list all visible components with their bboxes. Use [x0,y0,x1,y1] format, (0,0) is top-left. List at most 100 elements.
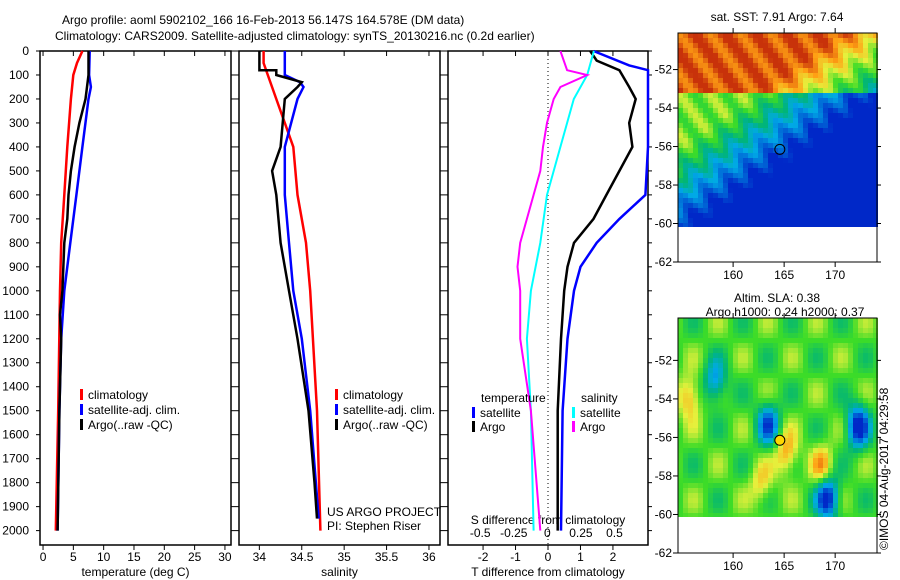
legend-label: Argo(..raw -QC) [88,418,173,432]
sla-map-title: Altim. SLA: 0.38 [734,291,820,305]
sla-map-subtitle: Argo h1000: 0.24 h2000: 0.37 [706,305,865,319]
lat-tick-label: -54 [655,101,673,115]
legend-swatch [572,407,575,418]
series-line-s-argo [516,50,591,531]
y-tick-label: 1900 [2,500,29,514]
legend-label: satellite [580,406,621,420]
x-tick-label: 10 [97,550,111,564]
lat-tick-label: -60 [655,217,673,231]
x-tick-label: 34.5 [290,550,314,564]
y-tick-label: 0 [22,44,29,58]
legend-label: Argo [580,420,606,434]
lat-tick-label: -62 [655,255,673,269]
x-tick-label: 34 [253,550,267,564]
y-tick-label: 300 [9,116,29,130]
series-line-climatology [54,50,84,531]
legend-title-salinity: salinity [581,391,618,405]
x-tick-label: 15 [127,550,141,564]
y-tick-label: 200 [9,92,29,106]
series-line-argo [258,51,319,519]
x-tick-label: 35.5 [375,550,399,564]
x-tick-label: 2 [610,550,617,564]
s-diff-axis-label: S difference from climatology [471,513,626,527]
lon-tick-label: 165 [774,268,794,282]
y-tick-label: 1600 [2,428,29,442]
legend-label: Argo [480,420,506,434]
x-tick-label: 5 [70,550,77,564]
x-tick-label: 1 [577,550,584,564]
legend-swatch [572,421,575,432]
lon-tick-label: 160 [723,268,743,282]
title-line1: Argo profile: aoml 5902102_166 16-Feb-20… [62,13,465,27]
legend-swatch [472,407,475,418]
lat-tick-label: -54 [655,392,673,406]
series-line-satellite-adj-clim- [283,51,320,519]
s-diff-tick-label: 0.25 [569,526,593,540]
legend-label: satellite-adj. clim. [88,403,180,417]
legend-label: climatology [343,388,403,402]
x-tick-label: 20 [158,550,172,564]
project-label: US ARGO PROJECT [327,505,442,519]
x-tick-label: -1 [510,550,521,564]
y-tick-label: 2000 [2,524,29,538]
y-tick-label: 1500 [2,404,29,418]
series-line-t-argo [556,50,638,531]
x-tick-label: 0 [545,550,552,564]
y-tick-label: 600 [9,188,29,202]
legend-swatch [80,419,83,430]
lat-tick-label: -52 [655,353,673,367]
argo-position-marker [774,143,786,155]
legend-swatch [335,404,338,415]
y-tick-label: 800 [9,236,29,250]
panel-frame [238,50,441,546]
legend-title-temperature: temperature [481,391,546,405]
panel-frame [447,50,649,546]
legend-label: climatology [88,388,148,402]
y-tick-label: 100 [9,68,29,82]
y-tick-label: 700 [9,212,29,226]
credit: ©IMOS 04-Aug-2017 04:29:58 [877,387,891,550]
y-tick-label: 900 [9,260,29,274]
argo-position-marker [774,434,786,446]
x-tick-label: 25 [188,550,202,564]
s-diff-tick-label: -0.5 [470,526,491,540]
sst-heatmap [678,33,878,227]
legend-swatch [80,389,83,400]
series-line-s-satellite [525,50,595,531]
series-line-argo [56,51,90,531]
x-axis-label: temperature (deg C) [81,565,189,579]
y-tick-label: 1700 [2,452,29,466]
y-tick-label: 1800 [2,476,29,490]
x-tick-label: -2 [478,550,489,564]
map-frame [677,32,878,263]
x-axis-label: T difference from climatology [471,565,625,579]
lon-tick-label: 170 [825,559,845,573]
x-axis-label: salinity [321,565,358,579]
legend-swatch [335,389,338,400]
legend-label: satellite [480,406,521,420]
y-tick-label: 400 [9,140,29,154]
map-frame [677,317,878,554]
lon-tick-label: 165 [774,559,794,573]
s-diff-tick-label: 0 [544,526,551,540]
legend-label: Argo(..raw -QC) [343,418,428,432]
x-tick-label: 36 [422,550,436,564]
lat-tick-label: -62 [655,546,673,560]
panel-frame [39,50,232,546]
s-diff-tick-label: -0.25 [500,526,528,540]
pi-label: PI: Stephen Riser [327,519,421,533]
sla-heatmap [678,318,878,517]
legend-swatch [80,404,83,415]
y-tick-label: 1400 [2,380,29,394]
y-tick-label: 1000 [2,284,29,298]
x-tick-label: 0 [40,550,47,564]
y-tick-label: 1100 [3,308,29,322]
lat-tick-label: -52 [655,63,673,77]
lat-tick-label: -56 [655,140,673,154]
x-tick-label: 30 [218,550,232,564]
title-line2: Climatology: CARS2009. Satellite-adjuste… [55,29,535,43]
lat-tick-label: -60 [655,507,673,521]
lon-tick-label: 170 [825,268,845,282]
series-line-t-satellite [559,49,650,531]
